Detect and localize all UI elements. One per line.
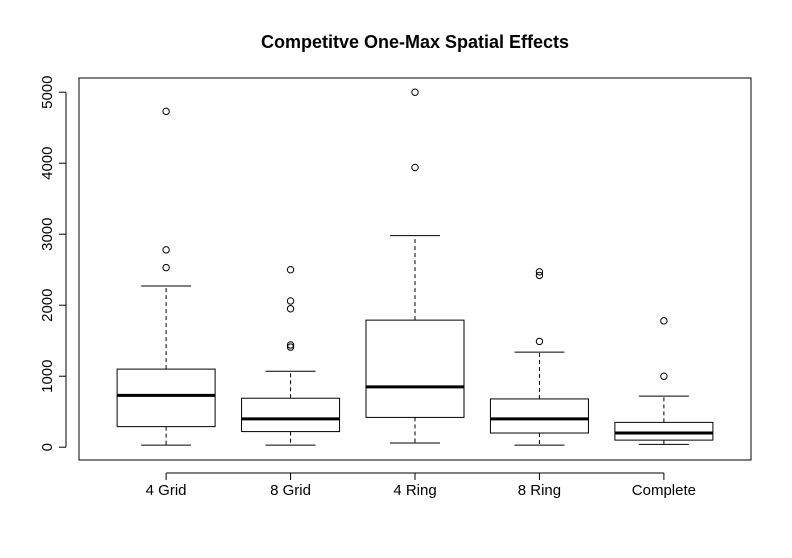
box-group [614, 317, 714, 445]
outlier-point [286, 266, 295, 274]
iqr-box [614, 421, 714, 441]
outlier-point [162, 107, 170, 116]
iqr-box [489, 398, 589, 434]
y-axis: 0 1000 2000 3000 4000 5000 [39, 76, 67, 451]
plot-frame [78, 77, 752, 461]
x-tick-label: 8 Ring [518, 482, 561, 499]
outlier-point [162, 246, 170, 254]
iqr-box [116, 368, 216, 428]
x-tick-label: 8 Grid [270, 482, 311, 499]
iqr-box [241, 397, 341, 433]
x-tick-label: 4 Ring [393, 482, 436, 499]
box-group [365, 88, 465, 444]
iqr-box [365, 319, 465, 418]
y-tick-label: 3000 [39, 218, 56, 251]
chart-title: Competitve One-Max Spatial Effects [261, 32, 569, 52]
x-tick-label: 4 Grid [146, 482, 187, 499]
outlier-point [660, 372, 668, 380]
y-tick-label: 5000 [39, 76, 56, 109]
outlier-point [286, 297, 295, 305]
box-group [241, 266, 341, 446]
x-axis: 4 Grid 8 Grid 4 Ring 8 Ring Complete [146, 472, 696, 499]
outlier-point [411, 88, 419, 96]
box-group [116, 107, 216, 446]
box-group [489, 268, 589, 446]
outlier-point [286, 341, 295, 349]
y-tick-label: 1000 [39, 360, 56, 393]
y-tick-label: 2000 [39, 289, 56, 322]
outlier-point [411, 163, 419, 172]
outlier-point [660, 317, 668, 325]
y-tick-label: 0 [39, 443, 56, 451]
boxes-group [116, 88, 714, 446]
outlier-point [535, 271, 544, 280]
outlier-point [162, 263, 170, 272]
y-tick-label: 4000 [39, 147, 56, 180]
outlier-point [535, 337, 544, 346]
outlier-point [535, 268, 544, 276]
outlier-point [286, 305, 295, 313]
x-tick-label: Complete [632, 482, 696, 499]
outlier-point [286, 343, 295, 351]
